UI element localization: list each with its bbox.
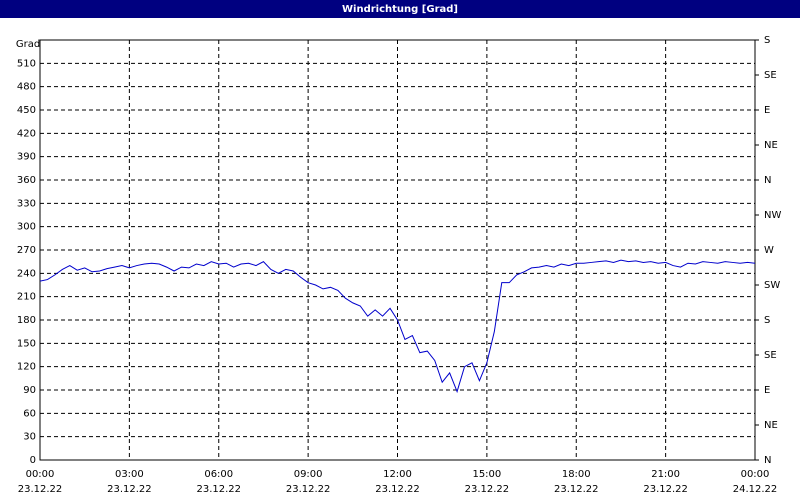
- y2-tick-label: SE: [764, 350, 777, 361]
- x-tick-date: 23.12.22: [196, 484, 241, 495]
- y-tick-label: 330: [17, 198, 36, 209]
- chart-title: Windrichtung [Grad]: [342, 4, 458, 15]
- y2-tick-label: SE: [764, 70, 777, 81]
- y-tick-label: 450: [17, 105, 36, 116]
- x-tick-label: 00:00: [741, 469, 770, 480]
- x-tick-label: 21:00: [651, 469, 680, 480]
- y-tick-label: 120: [17, 362, 36, 373]
- x-tick-label: 15:00: [472, 469, 501, 480]
- y-tick-label: 180: [17, 315, 36, 326]
- x-tick-date: 23.12.22: [18, 484, 63, 495]
- y2-tick-label: E: [764, 385, 770, 396]
- x-tick-date: 23.12.22: [286, 484, 331, 495]
- title-bar: [0, 0, 800, 18]
- y2-tick-label: E: [764, 105, 770, 116]
- x-tick-label: 18:00: [562, 469, 591, 480]
- y-tick-label: 270: [17, 245, 36, 256]
- y2-tick-label: NW: [764, 210, 781, 221]
- y-tick-label: 150: [17, 338, 36, 349]
- y2-tick-label: N: [764, 455, 771, 466]
- data-line: [39, 259, 756, 394]
- y-tick-label: 30: [23, 432, 36, 443]
- x-tick-date: 23.12.22: [554, 484, 599, 495]
- x-tick-date: 23.12.22: [375, 484, 420, 495]
- x-tick-date: 23.12.22: [465, 484, 510, 495]
- x-tick-date: 23.12.22: [643, 484, 688, 495]
- x-tick-date: 24.12.22: [733, 484, 778, 495]
- x-tick-label: 12:00: [383, 469, 412, 480]
- x-tick-label: 06:00: [204, 469, 233, 480]
- y-tick-label: 480: [17, 82, 36, 93]
- x-tick-date: 23.12.22: [107, 484, 152, 495]
- y-tick-label: 390: [17, 152, 36, 163]
- y2-tick-label: NE: [764, 140, 778, 151]
- y2-tick-label: W: [764, 245, 774, 256]
- y-tick-label: 60: [23, 408, 36, 419]
- x-tick-label: 03:00: [115, 469, 144, 480]
- y-tick-label: 90: [23, 385, 36, 396]
- x-tick-label: 09:00: [294, 469, 323, 480]
- y2-tick-label: S: [764, 315, 770, 326]
- y-axis-label: Grad: [16, 39, 40, 50]
- y2-tick-label: NE: [764, 420, 778, 431]
- y-tick-label: 210: [17, 292, 36, 303]
- y-tick-label: 240: [17, 268, 36, 279]
- y2-tick-label: SW: [764, 280, 780, 291]
- y2-tick-label: S: [764, 35, 770, 46]
- y-tick-label: 300: [17, 222, 36, 233]
- y-tick-label: 510: [17, 58, 36, 69]
- y-tick-label: 0: [30, 455, 36, 466]
- y-tick-label: 360: [17, 175, 36, 186]
- y2-tick-label: N: [764, 175, 771, 186]
- x-tick-label: 00:00: [26, 469, 55, 480]
- y-tick-label: 420: [17, 128, 36, 139]
